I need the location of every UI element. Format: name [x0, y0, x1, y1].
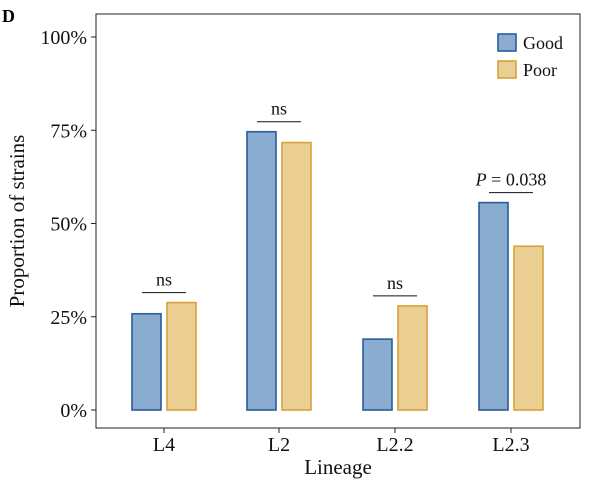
x-tick-label: L2.3 — [492, 434, 529, 456]
y-axis-title: Proportion of strains — [5, 135, 29, 308]
significance-label: ns — [156, 270, 172, 290]
y-tick-label: 25% — [50, 307, 87, 329]
x-axis-title: Lineage — [304, 455, 372, 479]
significance-annotations: ns ns ns P = 0.038 — [142, 99, 547, 297]
y-axis: 0% 25% 50% 75% 100% — [40, 27, 96, 422]
x-axis: L4 L2 L2.2 L2.3 — [153, 428, 530, 456]
significance-label: ns — [387, 273, 403, 293]
legend-swatch-good — [497, 33, 517, 52]
panel-label: D — [2, 6, 15, 26]
legend-label-poor: Poor — [523, 60, 557, 80]
significance-label: ns — [271, 99, 287, 119]
bar-poor-l4 — [166, 301, 197, 411]
bars — [131, 130, 544, 411]
y-tick-label: 100% — [40, 27, 87, 49]
y-tick-label: 0% — [60, 400, 87, 422]
bar-good-l2 — [246, 130, 277, 411]
y-tick-label: 50% — [50, 214, 87, 236]
x-tick-label: L2.2 — [376, 434, 413, 456]
significance-label: P = 0.038 — [475, 170, 547, 190]
x-tick-label: L2 — [268, 434, 290, 456]
legend-label-good: Good — [523, 33, 563, 53]
bar-good-l2-2 — [362, 338, 393, 411]
x-tick-label: L4 — [153, 434, 175, 456]
bar-poor-l2-3 — [513, 245, 544, 411]
legend-swatch-poor — [497, 60, 517, 79]
bar-good-l2-3 — [478, 201, 509, 411]
y-tick-label: 75% — [50, 120, 87, 142]
bar-poor-l2 — [281, 141, 312, 411]
bar-good-l4 — [131, 312, 162, 411]
bar-poor-l2-2 — [397, 305, 428, 411]
legend: Good Poor — [497, 33, 563, 80]
plot-frame — [95, 13, 581, 429]
